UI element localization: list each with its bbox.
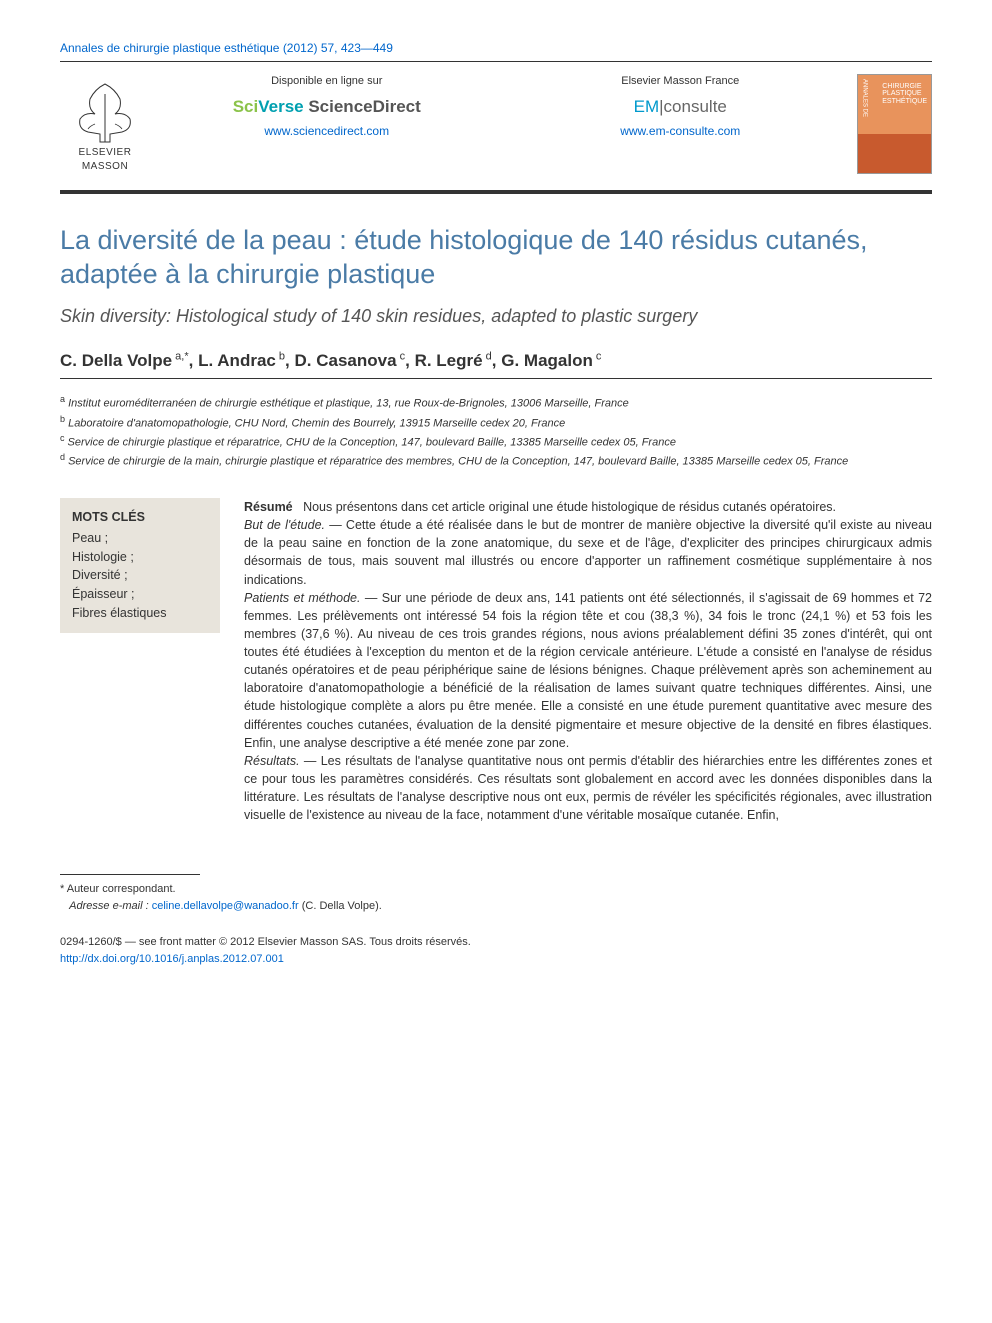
- keywords-box: MOTS CLÉS Peau ;Histologie ;Diversité ;É…: [60, 498, 220, 633]
- authors-line: C. Della Volpe a,*, L. Andrac b, D. Casa…: [60, 349, 932, 373]
- em-text: EM: [634, 97, 660, 116]
- emconsulte-link[interactable]: www.em-consulte.com: [524, 123, 838, 140]
- author-mark: c: [397, 350, 406, 362]
- but-label: But de l'étude. —: [244, 518, 342, 532]
- publisher-name: ELSEVIER MASSON: [60, 146, 150, 174]
- affiliations: a Institut euroméditerranéen de chirurgi…: [60, 393, 932, 470]
- keyword-item: Fibres élastiques: [72, 604, 208, 623]
- corresp-email-line: Adresse e-mail : celine.dellavolpe@wanad…: [60, 898, 932, 915]
- corresp-label: * Auteur correspondant.: [60, 881, 932, 898]
- abstract-resultats: Résultats. — Les résultats de l'analyse …: [244, 752, 932, 825]
- abstract: Résumé Nous présentons dans cet article …: [244, 498, 932, 824]
- email-author: (C. Della Volpe).: [302, 900, 382, 912]
- article-title: La diversité de la peau : étude histolog…: [60, 224, 932, 292]
- thick-rule: [60, 190, 932, 194]
- affiliation: b Laboratoire d'anatomopathologie, CHU N…: [60, 413, 932, 432]
- footer-rule: [60, 874, 200, 875]
- available-text-right: Elsevier Masson France: [524, 74, 838, 89]
- abstract-resume: Résumé Nous présentons dans cet article …: [244, 498, 932, 516]
- available-text-left: Disponible en ligne sur: [170, 74, 484, 89]
- but-text: Cette étude a été réalisée dans le but d…: [244, 518, 932, 586]
- abstract-but: But de l'étude. — Cette étude a été réal…: [244, 516, 932, 589]
- elsevier-tree-icon: [60, 74, 150, 144]
- emconsulte-col: Elsevier Masson France EM|consulte www.e…: [524, 74, 838, 140]
- journal-cover: ANNALES DE CHIRURGIE PLASTIQUE ESTHÉTIQU…: [857, 74, 932, 174]
- affiliation-mark: c: [60, 433, 65, 443]
- sciencedirect-text: ScienceDirect: [304, 97, 421, 116]
- footer-section: * Auteur correspondant. Adresse e-mail :…: [60, 874, 932, 967]
- author-mark: b: [276, 350, 285, 362]
- journal-reference: Annales de chirurgie plastique esthétiqu…: [60, 40, 932, 57]
- keyword-item: Diversité ;: [72, 566, 208, 585]
- affiliation: a Institut euroméditerranéen de chirurgi…: [60, 393, 932, 412]
- author: G. Magalon c: [501, 351, 601, 370]
- email-label: Adresse e-mail :: [69, 900, 148, 912]
- article-subtitle: Skin diversity: Histological study of 14…: [60, 305, 932, 328]
- keywords-title: MOTS CLÉS: [72, 508, 208, 527]
- patients-label: Patients et méthode. —: [244, 591, 377, 605]
- top-rule: [60, 61, 932, 62]
- abstract-patients: Patients et méthode. — Sur une période d…: [244, 589, 932, 752]
- doi-link[interactable]: http://dx.doi.org/10.1016/j.anplas.2012.…: [60, 951, 932, 968]
- header-center: Disponible en ligne sur SciVerse Science…: [170, 74, 837, 140]
- publisher-logo: ELSEVIER MASSON: [60, 74, 150, 174]
- sciencedirect-link[interactable]: www.sciencedirect.com: [170, 123, 484, 140]
- email-link[interactable]: celine.dellavolpe@wanadoo.fr: [152, 900, 299, 912]
- content-row: MOTS CLÉS Peau ;Histologie ;Diversité ;É…: [60, 498, 932, 824]
- cover-line1: CHIRURGIE: [882, 83, 927, 91]
- keyword-item: Histologie ;: [72, 548, 208, 567]
- cover-side-text: ANNALES DE: [860, 79, 868, 117]
- author-mark: d: [483, 350, 492, 362]
- cover-line3: ESTHÉTIQUE: [882, 98, 927, 106]
- patients-text: Sur une période de deux ans, 141 patient…: [244, 591, 932, 750]
- author: L. Andrac b: [198, 351, 285, 370]
- author-mark: a,*: [172, 350, 189, 362]
- resultats-label: Résultats. —: [244, 754, 316, 768]
- cover-title: CHIRURGIE PLASTIQUE ESTHÉTIQUE: [882, 83, 927, 106]
- resultats-text: Les résultats de l'analyse quantitative …: [244, 754, 932, 822]
- affiliation-mark: b: [60, 414, 65, 424]
- resume-label: Résumé: [244, 500, 293, 514]
- sciverse-brand: SciVerse ScienceDirect: [170, 95, 484, 119]
- affiliation-mark: a: [60, 394, 65, 404]
- author: R. Legré d: [415, 351, 492, 370]
- sciverse-sci: Sci: [233, 97, 259, 116]
- affiliation: d Service de chirurgie de la main, chiru…: [60, 451, 932, 470]
- sciverse-verse: Verse: [258, 97, 303, 116]
- emconsulte-brand: EM|consulte: [524, 95, 838, 119]
- affiliation: c Service de chirurgie plastique et répa…: [60, 432, 932, 451]
- consulte-text: consulte: [664, 97, 727, 116]
- author: C. Della Volpe a,*: [60, 351, 189, 370]
- author-rule: [60, 378, 932, 379]
- keywords-list: Peau ;Histologie ;Diversité ;Épaisseur ;…: [72, 529, 208, 623]
- keyword-item: Épaisseur ;: [72, 585, 208, 604]
- header-row: ELSEVIER MASSON Disponible en ligne sur …: [60, 74, 932, 174]
- author: D. Casanova c: [295, 351, 406, 370]
- bottom-info: 0294-1260/$ — see front matter © 2012 El…: [60, 934, 932, 967]
- copyright-line: 0294-1260/$ — see front matter © 2012 El…: [60, 934, 932, 951]
- keyword-item: Peau ;: [72, 529, 208, 548]
- corresponding-author: * Auteur correspondant. Adresse e-mail :…: [60, 881, 932, 914]
- author-mark: c: [593, 350, 602, 362]
- resume-intro: Nous présentons dans cet article origina…: [303, 500, 836, 514]
- sciencedirect-col: Disponible en ligne sur SciVerse Science…: [170, 74, 484, 140]
- affiliation-mark: d: [60, 452, 65, 462]
